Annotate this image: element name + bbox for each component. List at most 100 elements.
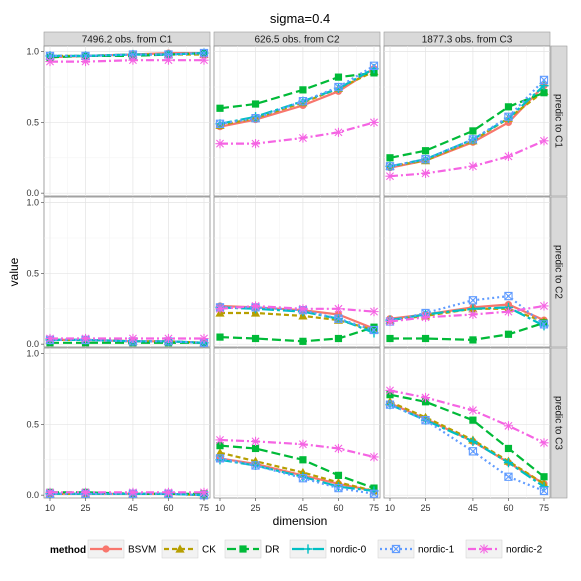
point-marker [215, 304, 225, 314]
point-marker [298, 474, 308, 483]
point-marker [385, 171, 395, 181]
legend-label: nordic-0 [330, 545, 367, 556]
point-marker [81, 51, 90, 61]
facet-panel [43, 196, 211, 348]
point-marker [45, 51, 55, 61]
point-marker [128, 50, 138, 59]
point-marker [421, 147, 430, 155]
point-marker [385, 162, 395, 171]
point-marker [251, 334, 260, 343]
facet-panel [213, 196, 381, 348]
legend-item: nordic-1 [377, 539, 455, 559]
point-marker [503, 421, 514, 431]
point-marker [369, 452, 379, 462]
series-nordic-2 [215, 117, 379, 149]
series-line [50, 492, 205, 497]
point-marker [334, 471, 343, 479]
point-marker [333, 443, 344, 454]
point-marker [420, 312, 431, 322]
point-marker [539, 320, 549, 329]
point-marker [469, 336, 477, 344]
point-marker [539, 486, 549, 496]
series-nordic-2 [45, 487, 209, 497]
legend: method BSVM CK DR nordic-0 nordic-1 nordic-2 [50, 539, 543, 559]
x-tick-label: 10 [215, 503, 225, 513]
x-tick-label: 25 [251, 503, 261, 513]
point-marker [298, 97, 308, 106]
legend-title: method [50, 545, 86, 556]
x-tick-label: 25 [421, 503, 431, 513]
point-marker [298, 439, 308, 449]
y-tick-label: 1.0 [26, 47, 39, 57]
point-marker [215, 119, 225, 128]
column-strip-label: 7496.2 obs. from C1 [82, 35, 173, 46]
point-marker [163, 55, 174, 65]
y-tick-label: 0.5 [26, 117, 39, 127]
series-line [389, 393, 545, 478]
row-strip [550, 196, 568, 348]
point-marker [128, 333, 138, 344]
facet-panel [213, 347, 381, 499]
point-marker [303, 544, 313, 554]
point-marker [504, 330, 513, 338]
facet-grid: 7496.2 obs. from C1 626.5 obs. from C2 187… [26, 31, 568, 513]
point-marker [333, 304, 344, 314]
series-nordic-2 [45, 333, 209, 344]
point-marker [251, 444, 260, 453]
series-nordic-2 [385, 301, 549, 327]
point-marker [503, 458, 514, 468]
point-marker [539, 438, 549, 448]
point-marker [216, 333, 224, 341]
point-marker [369, 325, 379, 335]
point-marker [504, 444, 513, 453]
series-nordic-1 [385, 75, 549, 171]
point-marker [369, 61, 379, 70]
row-strip [550, 347, 568, 499]
x-tick-label: 45 [468, 503, 478, 513]
series-nordic-2 [215, 435, 379, 462]
point-marker [334, 314, 343, 323]
point-marker [215, 139, 225, 149]
point-marker [102, 545, 110, 553]
y-tick-label: 0.0 [26, 490, 39, 500]
row-strip-label: predic to C1 [553, 94, 564, 148]
point-marker [80, 333, 91, 344]
point-marker [45, 56, 55, 67]
row-strip [550, 45, 568, 197]
series-nordic-1 [215, 454, 379, 498]
point-marker [540, 473, 548, 481]
point-marker [504, 472, 513, 481]
x-tick-label: 60 [163, 503, 173, 513]
point-marker [421, 334, 430, 343]
point-marker [469, 416, 477, 424]
point-marker [369, 489, 379, 498]
point-marker [299, 86, 307, 94]
x-tick-label: 10 [385, 503, 395, 513]
series-nordic-2 [385, 385, 549, 448]
point-marker [420, 392, 431, 403]
point-marker [250, 301, 261, 311]
x-tick-label: 10 [45, 503, 55, 513]
series-nordic-1 [215, 61, 379, 128]
point-marker [333, 127, 344, 137]
series-line [219, 306, 375, 334]
series-line [389, 91, 545, 159]
x-tick-label: 75 [369, 503, 379, 513]
point-marker [420, 168, 431, 178]
legend-item: DR [224, 539, 279, 559]
point-marker [421, 416, 430, 425]
column-strip-label: 626.5 obs. from C2 [254, 35, 339, 46]
series-nordic-2 [385, 136, 549, 181]
y-tick-label: 1.0 [26, 198, 39, 208]
y-tick-label: 0.0 [26, 339, 39, 349]
point-marker [80, 487, 91, 497]
point-marker [216, 442, 224, 450]
point-marker [298, 304, 308, 314]
series-DR [216, 323, 378, 345]
series-DR [386, 89, 548, 162]
point-marker [334, 73, 343, 81]
point-marker [385, 400, 395, 409]
point-marker [540, 89, 548, 97]
series-line [50, 338, 205, 344]
point-marker [539, 482, 549, 492]
